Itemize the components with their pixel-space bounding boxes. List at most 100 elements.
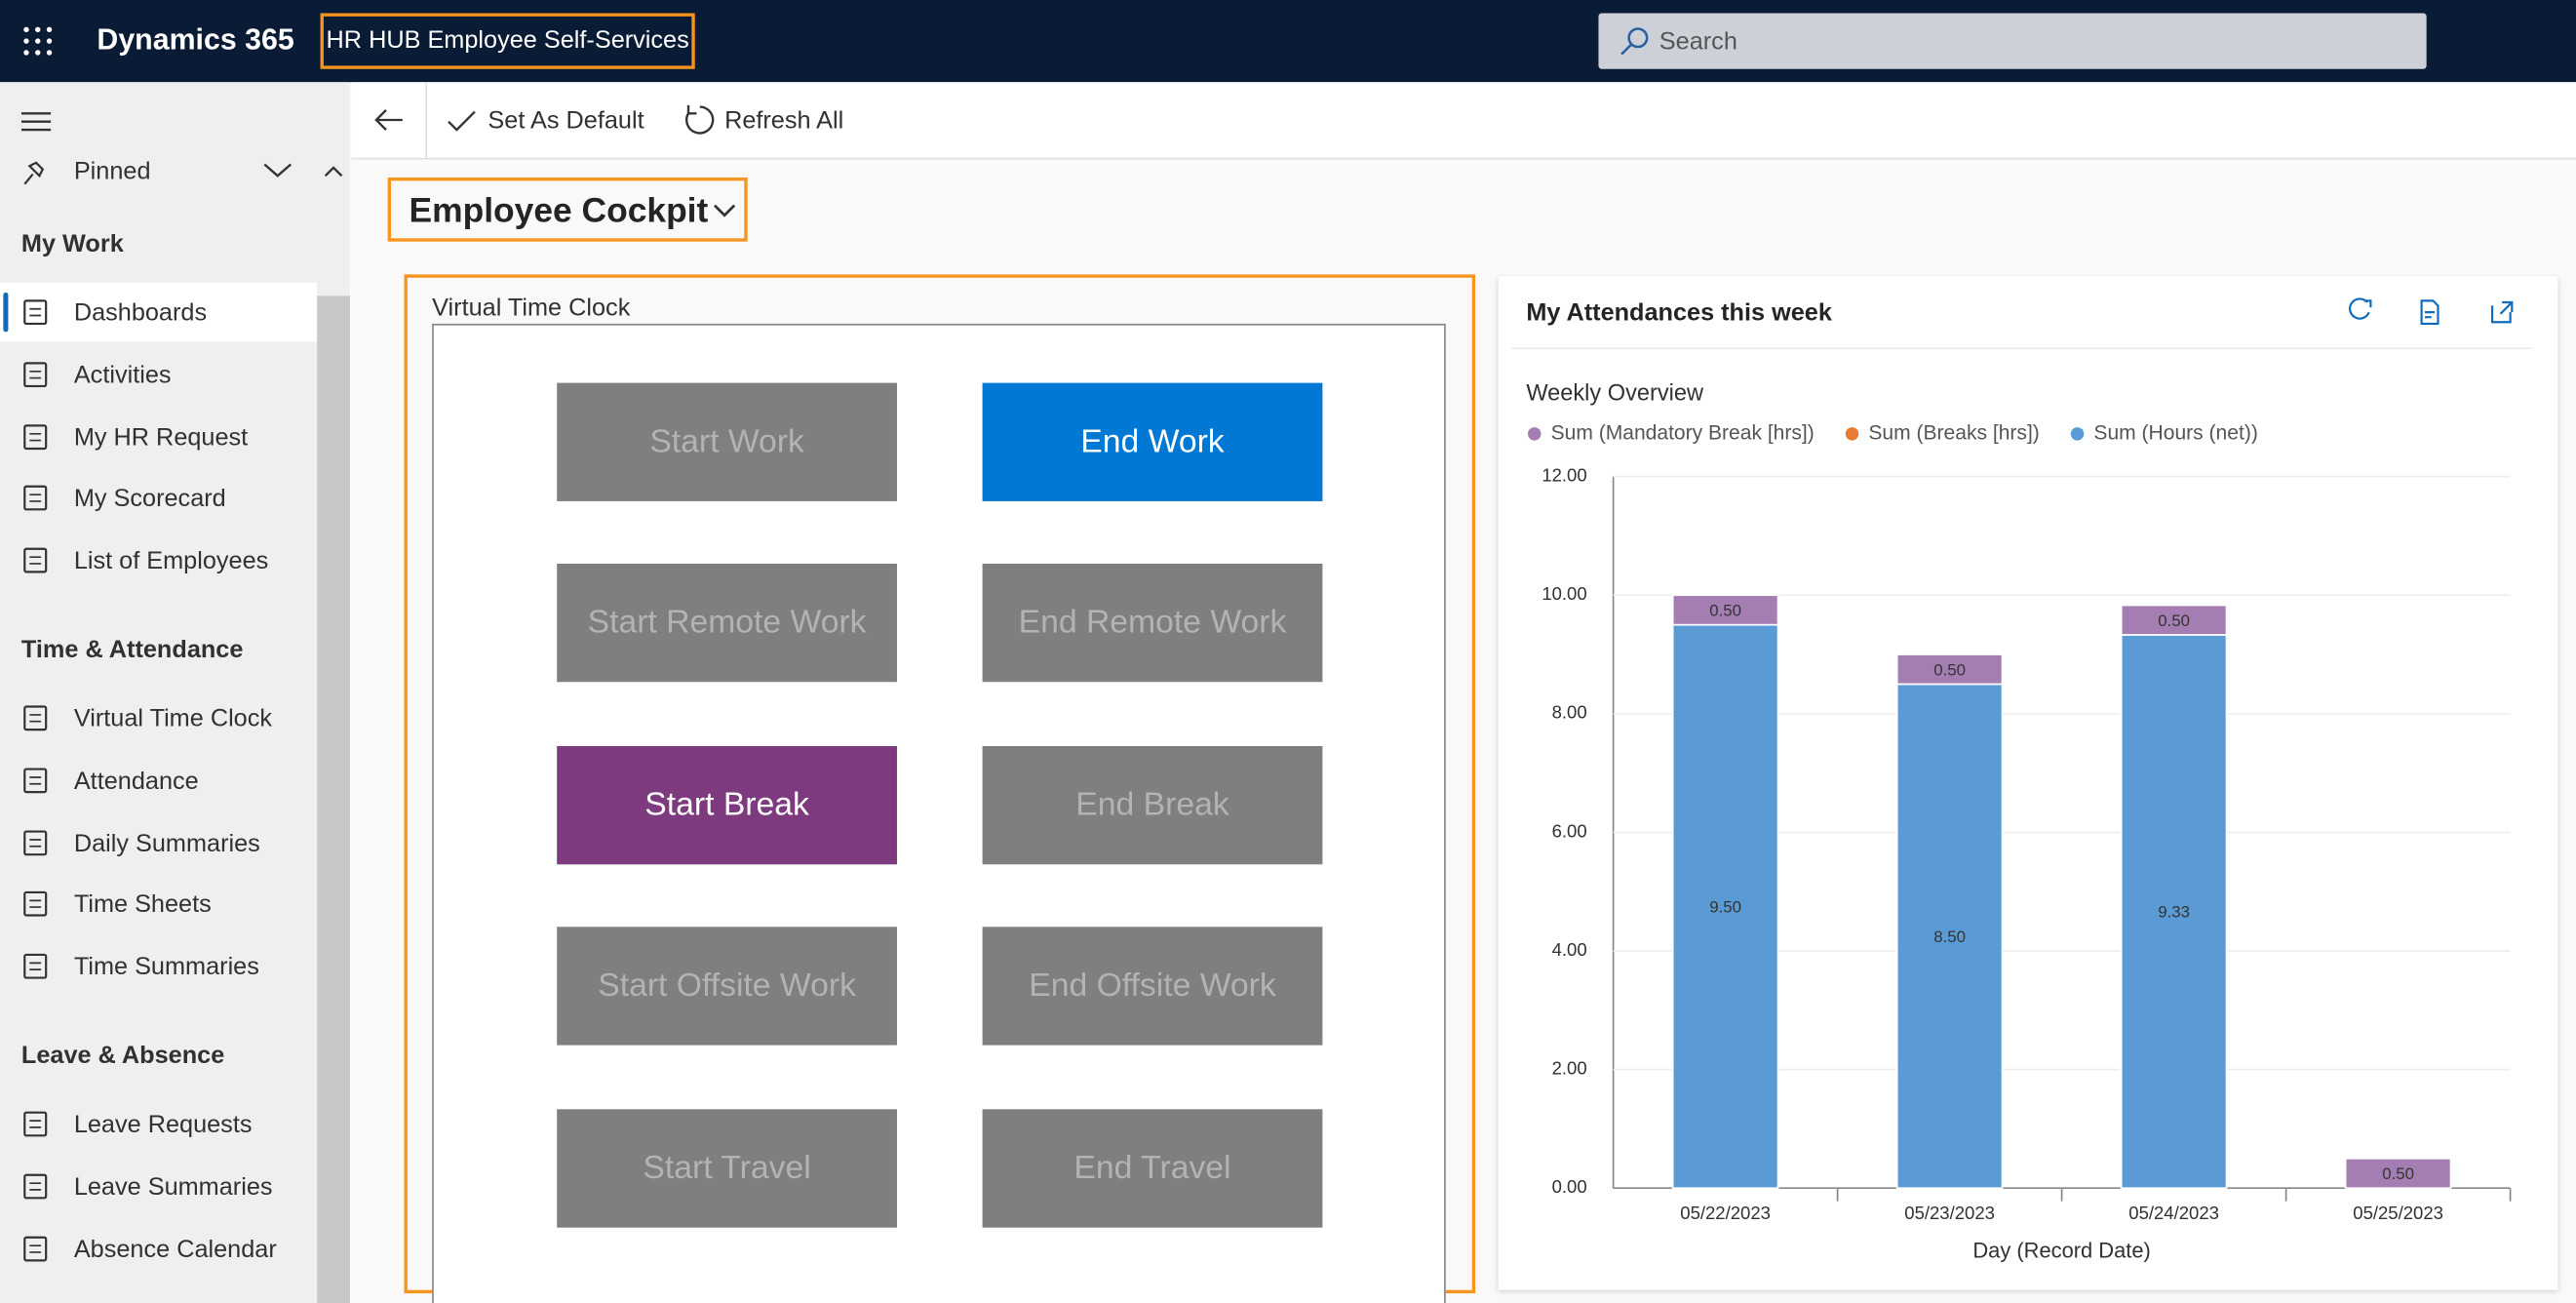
data-label: 8.50 <box>1933 928 1966 946</box>
x-tick-label: 05/24/2023 <box>2128 1203 2219 1223</box>
app-name[interactable]: Dynamics 365 <box>97 22 294 57</box>
nav-icon <box>23 1235 48 1261</box>
nav-item[interactable]: Time Summaries <box>0 937 317 997</box>
scroll-up[interactable] <box>324 164 343 178</box>
nav-label: Daily Summaries <box>73 829 260 857</box>
nav-icon <box>23 299 48 326</box>
nav-item[interactable]: Attendance <box>0 751 317 810</box>
nav-label: Leave Summaries <box>73 1172 273 1202</box>
nav-icon <box>23 891 48 918</box>
clock-button[interactable]: End Break <box>982 745 1323 864</box>
pinned[interactable]: Pinned <box>73 157 151 186</box>
clock-button[interactable]: End Offsite Work <box>982 927 1323 1046</box>
y-tick-label: 8.00 <box>1552 702 1587 723</box>
nav-label: Time Summaries <box>73 953 259 982</box>
nav-item[interactable]: Time Sheets <box>0 875 317 934</box>
nav-group-title: Time & Attendance <box>20 636 244 664</box>
nav-item[interactable]: Leave Requests <box>0 1094 317 1154</box>
nav-icon <box>23 1111 48 1137</box>
search-placeholder: Search <box>1659 27 1737 57</box>
legend-marker <box>1528 427 1542 441</box>
legend-marker <box>1845 427 1859 441</box>
clock-button[interactable]: End Travel <box>982 1108 1323 1227</box>
nav-label: List of Employees <box>73 547 269 576</box>
nav-icon <box>23 423 48 450</box>
nav-item[interactable]: Daily Summaries <box>0 812 317 872</box>
y-tick-label: 6.00 <box>1552 820 1587 841</box>
chart: My Attendances this week Weekly Overview… <box>1511 297 2534 1263</box>
sidebar: Pinned My Work Dashboards Activities My HR … <box>0 82 318 1303</box>
x-tick-label: 05/25/2023 <box>2353 1203 2443 1223</box>
legend-label: Sum (Breaks [hrs]) <box>1868 421 2039 444</box>
refresh-chart[interactable] <box>2349 297 2372 320</box>
nav-label: My HR Request <box>73 423 249 452</box>
dashboard-selector[interactable]: Employee Cockpit <box>387 177 748 242</box>
clock-button[interactable]: Start Remote Work <box>557 564 897 683</box>
y-tick-label: 10.00 <box>1542 583 1586 604</box>
nav-item[interactable]: My HR Request <box>0 407 317 466</box>
nav-label: My Scorecard <box>73 485 226 514</box>
nav-label: Absence Calendar <box>73 1235 277 1264</box>
refresh-button[interactable]: Refresh All <box>724 106 844 136</box>
chart-subtitle: Weekly Overview <box>1526 380 1704 406</box>
nav-icon <box>23 829 48 855</box>
nav-label: Dashboards <box>73 298 208 328</box>
data-label: 9.50 <box>1709 898 1741 917</box>
app-launcher[interactable] <box>23 26 53 56</box>
data-label: 0.50 <box>1709 602 1741 620</box>
nav-icon <box>23 1173 48 1200</box>
bar-segment <box>1671 623 1779 1190</box>
expand-chart[interactable] <box>2490 300 2514 324</box>
legend-label: Sum (Hours (net)) <box>2093 421 2257 444</box>
bar-segment <box>2120 634 2228 1190</box>
search-icon <box>1620 27 1649 56</box>
nav-item[interactable]: Absence Calendar <box>0 1219 317 1279</box>
x-axis-title: Day (Record Date) <box>1972 1239 2150 1263</box>
search-box[interactable]: Search <box>1598 13 2427 69</box>
data-label: 0.50 <box>1933 660 1966 679</box>
y-tick-label: 4.00 <box>1552 939 1587 960</box>
menu-icon[interactable] <box>20 112 52 132</box>
clock-button[interactable]: End Remote Work <box>982 564 1323 683</box>
clock-button[interactable]: Start Offsite Work <box>557 927 897 1046</box>
bar-segment <box>2120 604 2228 636</box>
clock-button[interactable]: Start Break <box>557 745 897 864</box>
chart-card: My Attendances this week Weekly Overview… <box>1498 276 2558 1290</box>
nav-item[interactable]: Virtual Time Clock <box>0 689 317 748</box>
nav-label: Attendance <box>73 767 199 796</box>
nav-label: Virtual Time Clock <box>73 704 273 733</box>
x-tick-label: 05/23/2023 <box>1904 1203 1995 1223</box>
view-records[interactable] <box>2420 299 2439 326</box>
y-tick-label: 0.00 <box>1552 1176 1587 1197</box>
nav-label: Activities <box>73 361 172 389</box>
clock-button[interactable]: Start Travel <box>557 1108 897 1227</box>
nav-item[interactable]: Activities <box>0 344 317 404</box>
nav-item[interactable]: Leave Summaries <box>0 1157 317 1216</box>
clock-button[interactable]: End Work <box>982 382 1323 501</box>
refresh-icon <box>685 104 715 135</box>
nav-item[interactable]: My Scorecard <box>0 469 317 529</box>
nav-group-title: My Work <box>20 229 124 258</box>
chevron[interactable] <box>263 161 293 180</box>
nav-icon <box>23 768 48 793</box>
app-title[interactable]: HR HUB Employee Self-Services <box>320 13 695 69</box>
back-button[interactable] <box>374 108 404 132</box>
nav-item[interactable]: List of Employees <box>0 532 317 591</box>
chart-title: My Attendances this week <box>1526 298 1833 326</box>
check-icon <box>448 110 476 132</box>
bar-segment <box>1895 653 2004 686</box>
nav-icon <box>23 705 48 731</box>
scroll-thumb[interactable] <box>317 296 350 1303</box>
nav-label: Time Sheets <box>73 890 212 920</box>
pin-icon <box>23 161 45 185</box>
x-tick-label: 05/22/2023 <box>1680 1203 1771 1223</box>
data-label: 0.50 <box>2158 612 2190 630</box>
nav-label: Leave Requests <box>73 1111 253 1139</box>
nav-item[interactable]: Dashboards <box>0 282 318 342</box>
legend-marker <box>2070 427 2085 441</box>
clock-button[interactable]: Start Work <box>557 382 897 501</box>
scrollbar <box>317 82 350 1303</box>
legend-label: Sum (Mandatory Break [hrs]) <box>1551 421 1815 444</box>
set-default-button[interactable]: Set As Default <box>488 106 644 136</box>
